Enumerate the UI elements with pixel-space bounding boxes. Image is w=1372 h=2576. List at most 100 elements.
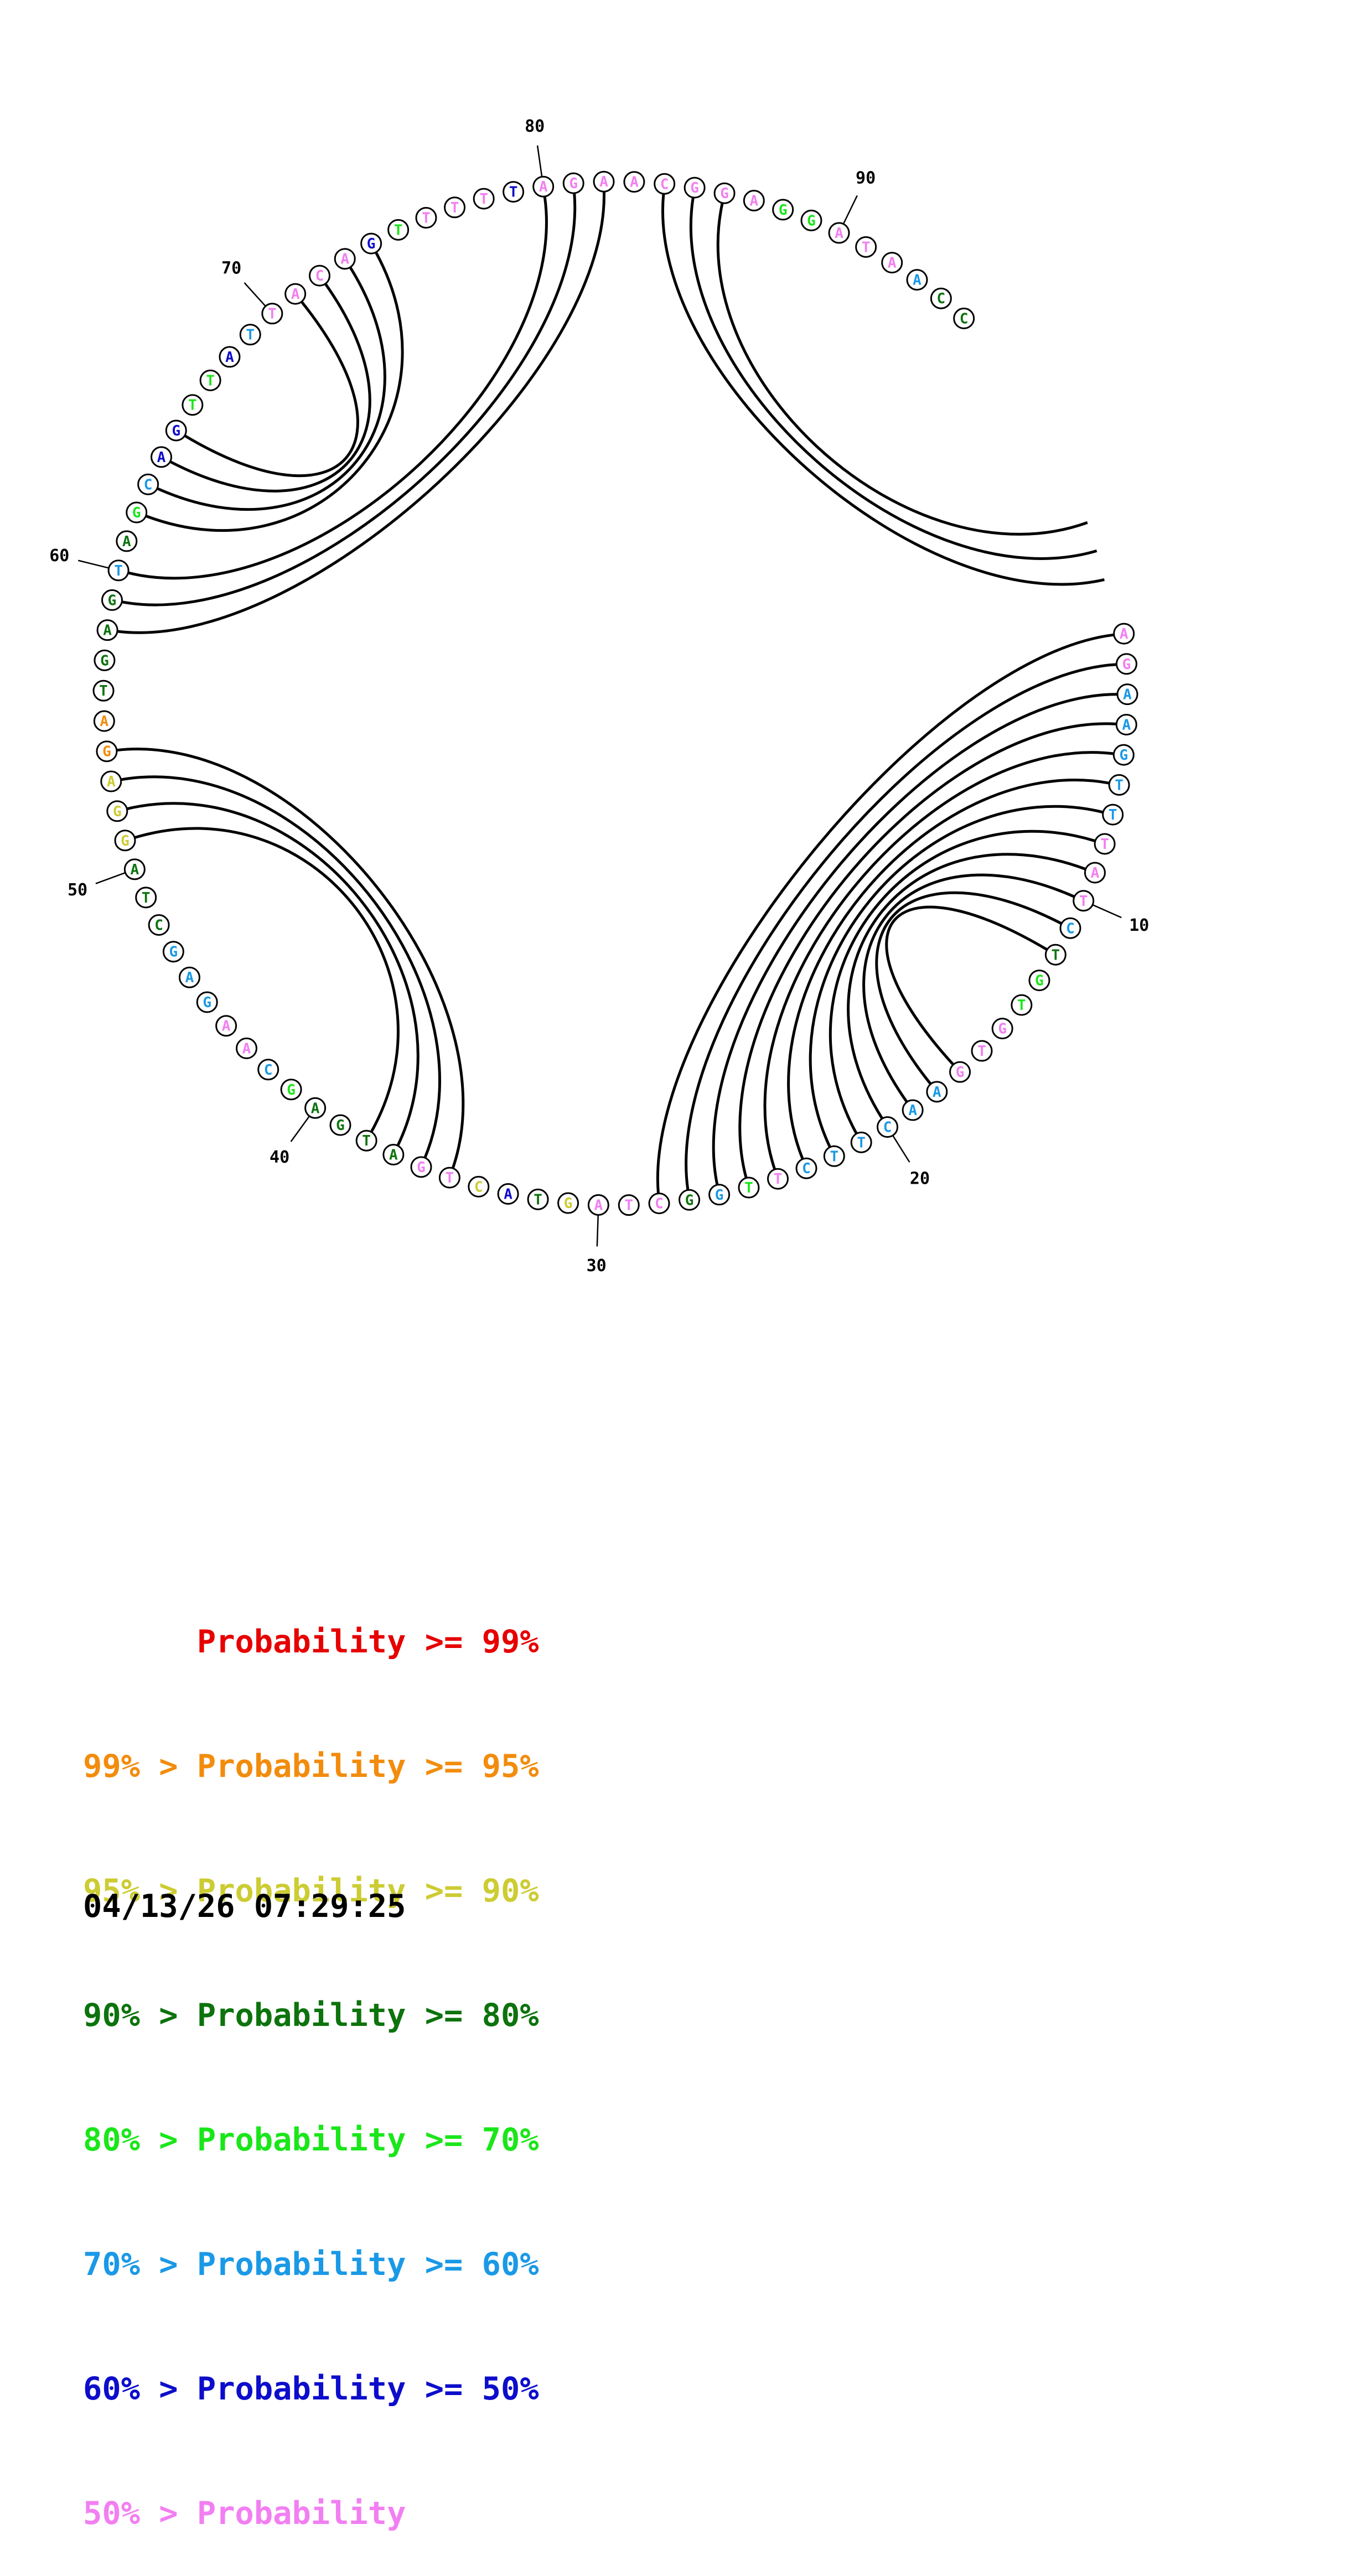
nucleotide-circle (219, 346, 241, 368)
nucleotide: A (96, 619, 118, 641)
nucleotide-letter: G (1119, 747, 1128, 764)
nucleotide-circle (92, 680, 115, 702)
tick-label: 60 (49, 546, 69, 566)
nucleotide-letter: T (451, 200, 459, 216)
nucleotide-circle (684, 177, 706, 199)
nucleotide-circle (165, 419, 187, 442)
nucleotide-letter: T (857, 1134, 866, 1151)
base-pair-arc (885, 905, 1048, 1066)
nucleotide-letter: G (203, 994, 211, 1011)
nucleotide: T (527, 1188, 549, 1210)
nucleotide-letter: T (774, 1171, 783, 1188)
base-pair-arc (763, 751, 1114, 1170)
nucleotide-letter: G (169, 944, 178, 961)
nucleotide-letter: A (1122, 717, 1131, 733)
base-pair-arc (689, 197, 1097, 560)
nucleotide-circle (828, 222, 850, 244)
nucleotide: A (123, 858, 146, 880)
nucleotide-circle (1028, 970, 1050, 992)
nucleotide-letter: G (113, 804, 122, 820)
nucleotide: G (772, 199, 794, 221)
legend-entry: 70% > Probability >= 60% (83, 2246, 539, 2283)
nucleotide: A (587, 1194, 609, 1216)
nucleotide-circle (1073, 890, 1095, 912)
nucleotide: C (1059, 917, 1081, 939)
nucleotide-letter: G (564, 1195, 573, 1212)
nucleotide-circle (587, 1194, 609, 1216)
nucleotide-letter: C (883, 1119, 892, 1136)
nucleotide: C (468, 1175, 490, 1198)
nucleotide-letter: C (802, 1160, 811, 1177)
base-pair-arc (661, 193, 1105, 586)
nucleotide-circle (1115, 713, 1137, 735)
nucleotide-circle (106, 800, 128, 822)
base-pair-arc (121, 193, 577, 607)
nucleotide-letter: G (807, 212, 816, 229)
nucleotide-circle (648, 1193, 670, 1215)
nucleotide: T (387, 219, 410, 241)
nucleotide: G (94, 649, 116, 671)
base-pair-arc (656, 633, 1115, 1194)
nucleotide-circle (497, 1183, 519, 1205)
nucleotide-circle (215, 1015, 237, 1037)
nucleotide-letter: G (779, 202, 788, 219)
nucleotide-letter: G (367, 236, 376, 252)
nucleotide: T (503, 181, 525, 203)
legend-entry: 90% > Probability >= 80% (83, 1997, 539, 2034)
nucleotide-letter: A (888, 255, 897, 272)
nucleotide-circle (100, 770, 122, 792)
nucleotide-letter: A (122, 533, 131, 550)
nucleotide: A (1113, 623, 1135, 645)
probability-legend: Probability >= 99% 99% > Probability >= … (83, 1538, 539, 2576)
nucleotide: G (991, 1018, 1013, 1040)
nucleotide: C (877, 1116, 899, 1138)
nucleotide-letter: C (154, 918, 163, 934)
nucleotide-circle (708, 1184, 731, 1206)
nucleotide-circle (473, 188, 495, 210)
nucleotide-letter: T (142, 890, 151, 906)
nucleotide: T (261, 303, 283, 325)
nucleotide-circle (1112, 744, 1135, 766)
nucleotide-circle (1011, 994, 1033, 1016)
nucleotide-letter: T (422, 210, 431, 227)
nucleotide-circle (444, 196, 466, 219)
nucleotide-letter: A (225, 349, 234, 366)
nucleotide-letter: A (291, 286, 300, 303)
nucleotide: G (679, 1189, 701, 1211)
base-pair-arc (157, 266, 386, 511)
nucleotide: T (1044, 944, 1066, 966)
nucleotide: G (329, 1114, 351, 1136)
nucleotide-circle (107, 559, 130, 582)
nucleotide-letter: T (862, 239, 871, 256)
nucleotide-letter: A (1123, 687, 1132, 703)
nucleotide: G (1112, 744, 1135, 766)
nucleotide-letter: A (835, 225, 843, 242)
nucleotide: T (444, 196, 466, 219)
nucleotide-letter: A (311, 1100, 320, 1117)
base-pair-arc (787, 779, 1110, 1160)
nucleotide-circle (1115, 653, 1137, 675)
nucleotide-circle (557, 1192, 579, 1214)
nucleotide-circle (96, 619, 118, 641)
nucleotide-letter: G (1035, 973, 1044, 989)
nucleotide: A (497, 1183, 519, 1205)
nucleotide-circle (162, 941, 184, 963)
nucleotide-circle (926, 1081, 948, 1103)
nucleotide-circle (1059, 917, 1081, 939)
position-ticks: 10 20 30 40 50 60 70 80 90 (49, 117, 1149, 1276)
nucleotide-letter: T (188, 397, 197, 414)
nucleotide: G (708, 1184, 731, 1206)
nucleotide-circle (930, 287, 952, 309)
nucleotide: G (106, 800, 128, 822)
nucleotide-letter: C (655, 1196, 664, 1212)
nucleotide: C (654, 173, 676, 195)
nucleotide-circle (618, 1194, 640, 1216)
base-pair-arc (134, 827, 400, 1133)
nucleotide-letter: C (1066, 920, 1075, 937)
nucleotide: A (215, 1015, 237, 1037)
nucleotide: G (1028, 970, 1050, 992)
nucleotide-circle (137, 473, 159, 495)
nucleotide-letter: G (569, 175, 578, 192)
nucleotide-letter: C (960, 310, 969, 327)
nucleotide-circle (532, 175, 555, 198)
